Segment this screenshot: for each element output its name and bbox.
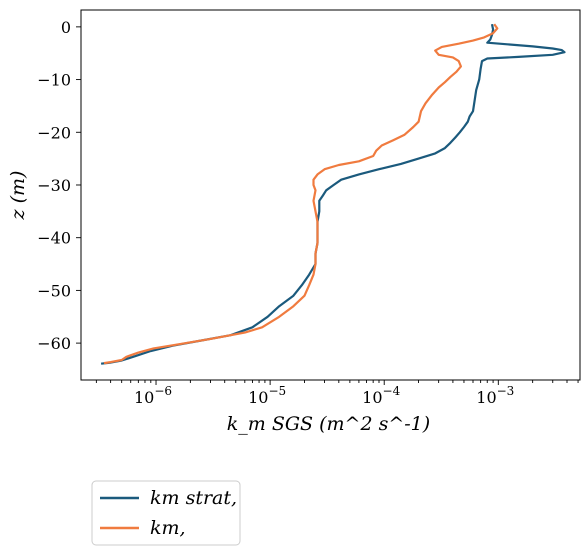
legend: km strat, km, xyxy=(91,480,241,546)
y-tick-label: −20 xyxy=(37,123,71,142)
legend-label: km, xyxy=(150,517,186,539)
y-tick-label: −10 xyxy=(37,71,71,90)
x-axis-label: k_m SGS (m^2 s^-1) xyxy=(227,413,430,435)
plot-lines xyxy=(100,23,566,365)
y-tick-label: −40 xyxy=(37,229,71,248)
x-tick-label: 10−3 xyxy=(476,384,514,407)
y-axis-ticks: 0 −10 −20 −30 −40 −50 −60 xyxy=(37,18,81,353)
x-tick-label: 10−5 xyxy=(248,384,286,407)
x-tick-label: 10−4 xyxy=(362,384,400,407)
series-line-1 xyxy=(100,23,566,365)
y-axis-label: z (m) xyxy=(7,171,29,221)
y-tick-label: −50 xyxy=(37,281,71,300)
series-line-2 xyxy=(103,23,499,365)
y-tick-label: −60 xyxy=(37,334,71,353)
legend-label: km strat, xyxy=(150,487,237,509)
x-axis-ticks: 10−6 10−5 10−4 10−3 xyxy=(95,380,579,407)
y-tick-label: −30 xyxy=(37,176,71,195)
x-tick-label: 10−6 xyxy=(134,384,172,407)
plot-frame xyxy=(80,9,581,381)
y-tick-label: 0 xyxy=(61,18,71,37)
